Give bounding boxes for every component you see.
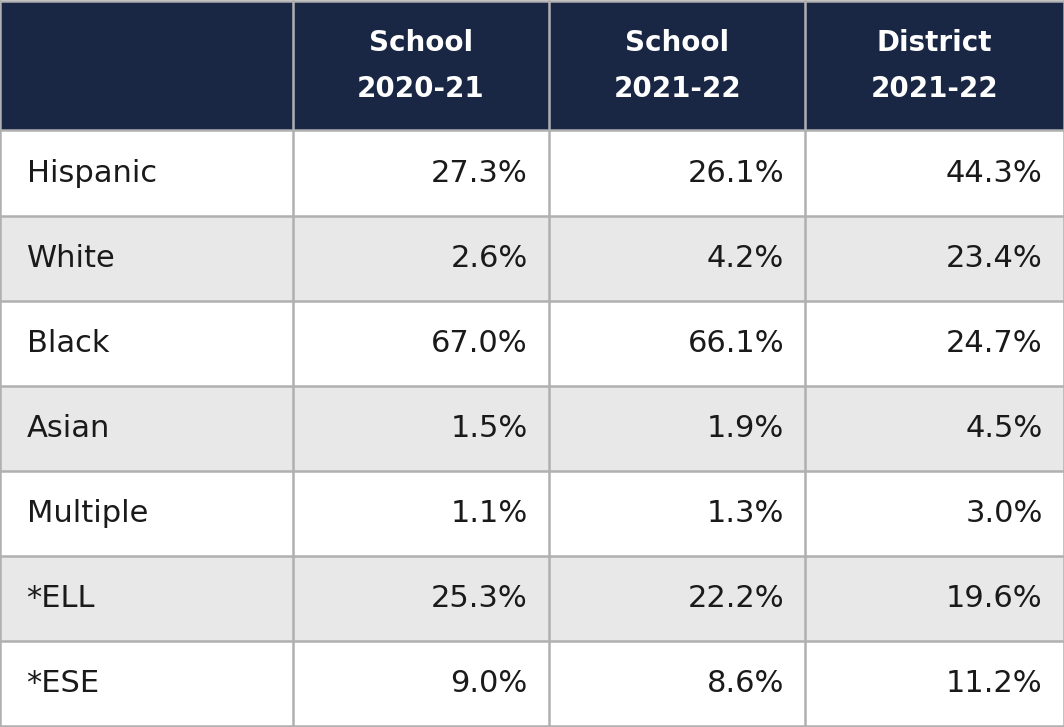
Text: 3.0%: 3.0% bbox=[965, 499, 1043, 528]
Text: 1.5%: 1.5% bbox=[450, 414, 528, 443]
Text: Asian: Asian bbox=[27, 414, 110, 443]
Text: 67.0%: 67.0% bbox=[431, 329, 528, 358]
Text: 4.5%: 4.5% bbox=[965, 414, 1043, 443]
Bar bbox=[0, 385, 293, 471]
Bar bbox=[293, 215, 549, 301]
Text: 1.9%: 1.9% bbox=[706, 414, 784, 443]
Text: *ELL: *ELL bbox=[27, 584, 95, 613]
Bar bbox=[293, 131, 549, 215]
Bar bbox=[0, 556, 293, 641]
Bar bbox=[0, 1, 293, 131]
Text: 2021-22: 2021-22 bbox=[871, 75, 998, 103]
Bar bbox=[549, 215, 805, 301]
Bar bbox=[805, 641, 1064, 726]
Text: 8.6%: 8.6% bbox=[706, 669, 784, 698]
Bar bbox=[805, 385, 1064, 471]
Text: 4.2%: 4.2% bbox=[706, 244, 784, 273]
Bar bbox=[293, 1, 549, 131]
Text: 66.1%: 66.1% bbox=[687, 329, 784, 358]
Bar bbox=[805, 215, 1064, 301]
Text: 25.3%: 25.3% bbox=[431, 584, 528, 613]
Text: School: School bbox=[626, 28, 729, 57]
Text: 24.7%: 24.7% bbox=[946, 329, 1043, 358]
Text: Black: Black bbox=[27, 329, 110, 358]
Bar bbox=[549, 1, 805, 131]
Bar bbox=[293, 471, 549, 555]
Bar bbox=[805, 556, 1064, 641]
Text: 9.0%: 9.0% bbox=[450, 669, 528, 698]
Bar bbox=[293, 385, 549, 471]
Bar bbox=[549, 131, 805, 215]
Bar bbox=[0, 301, 293, 385]
Text: 2.6%: 2.6% bbox=[450, 244, 528, 273]
Bar bbox=[549, 301, 805, 385]
Text: Multiple: Multiple bbox=[27, 499, 148, 528]
Bar bbox=[805, 471, 1064, 555]
Bar bbox=[293, 301, 549, 385]
Bar bbox=[0, 471, 293, 555]
Text: District: District bbox=[877, 28, 993, 57]
Bar bbox=[805, 131, 1064, 215]
Bar bbox=[293, 556, 549, 641]
Text: 1.3%: 1.3% bbox=[706, 499, 784, 528]
Bar bbox=[0, 215, 293, 301]
Bar bbox=[293, 641, 549, 726]
Text: 22.2%: 22.2% bbox=[687, 584, 784, 613]
Bar bbox=[805, 301, 1064, 385]
Bar bbox=[549, 385, 805, 471]
Text: 11.2%: 11.2% bbox=[946, 669, 1043, 698]
Text: 1.1%: 1.1% bbox=[450, 499, 528, 528]
Bar bbox=[0, 131, 293, 215]
Text: 2020-21: 2020-21 bbox=[358, 75, 484, 103]
Text: Hispanic: Hispanic bbox=[27, 158, 156, 188]
Text: School: School bbox=[369, 28, 472, 57]
Text: 23.4%: 23.4% bbox=[946, 244, 1043, 273]
Bar bbox=[549, 641, 805, 726]
Text: 2021-22: 2021-22 bbox=[614, 75, 741, 103]
Text: 44.3%: 44.3% bbox=[946, 158, 1043, 188]
Text: *ESE: *ESE bbox=[27, 669, 100, 698]
Bar bbox=[805, 1, 1064, 131]
Text: 27.3%: 27.3% bbox=[431, 158, 528, 188]
Text: 26.1%: 26.1% bbox=[687, 158, 784, 188]
Bar bbox=[549, 471, 805, 555]
Text: White: White bbox=[27, 244, 115, 273]
Bar bbox=[0, 641, 293, 726]
Text: 19.6%: 19.6% bbox=[946, 584, 1043, 613]
Bar bbox=[549, 556, 805, 641]
